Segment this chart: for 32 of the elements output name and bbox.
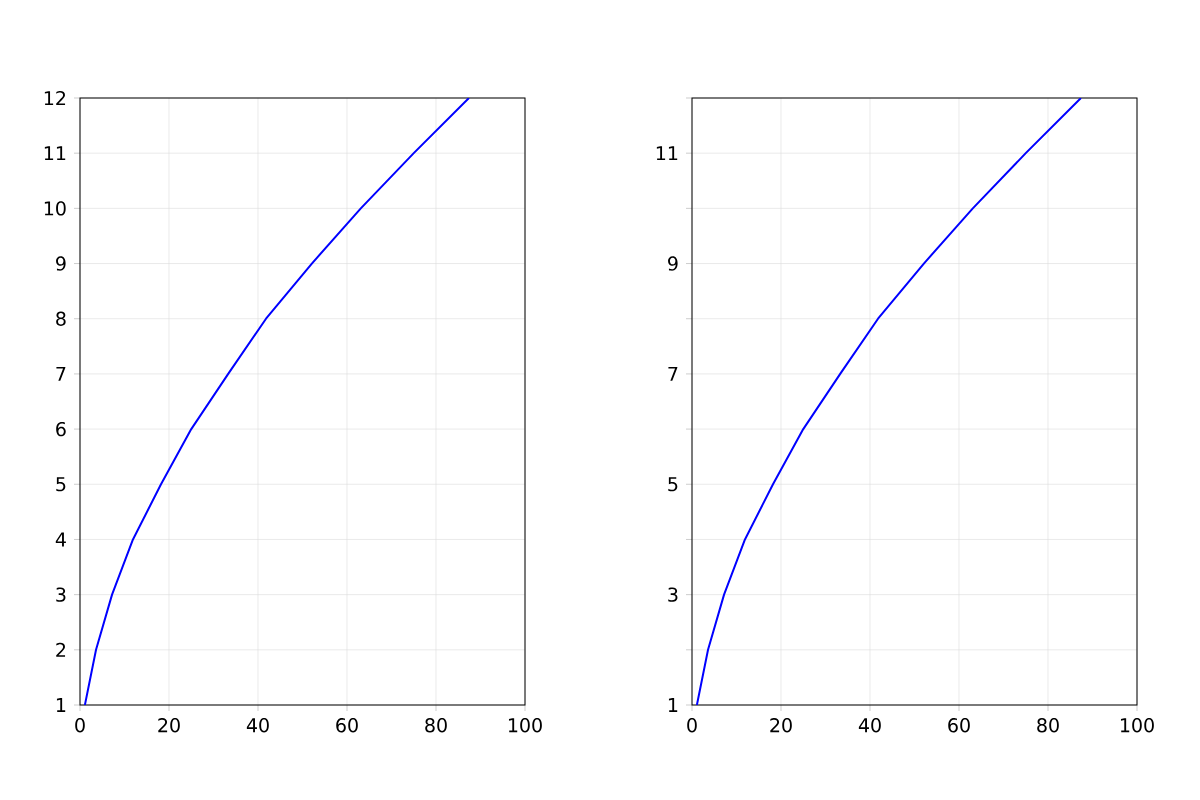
y-tick-label: 6: [56, 421, 66, 437]
x-tick-label: 100: [1120, 718, 1154, 733]
x-tick-label: 40: [246, 718, 269, 733]
x-tick-label: 80: [425, 718, 447, 733]
x-tick-label: 20: [770, 718, 792, 733]
y-tick-label: 1: [668, 698, 678, 712]
x-tick-label: 60: [948, 718, 970, 733]
y-tick-label: 7: [668, 366, 678, 381]
y-tick-label: 12: [44, 90, 66, 106]
x-tick-label: 20: [158, 718, 180, 733]
x-tick-label: 60: [336, 718, 358, 733]
y-tick-label: 8: [56, 311, 66, 326]
y-tick-label: 5: [668, 477, 678, 492]
x-tick-label: 80: [1037, 718, 1059, 733]
y-tick-label: 3: [56, 587, 66, 602]
y-tick-label: 2: [56, 642, 66, 657]
y-tick-label: 3: [668, 587, 678, 602]
x-tick-label: 100: [508, 718, 542, 733]
x-tick-label: 0: [687, 718, 697, 733]
y-tick-label: 9: [56, 256, 66, 271]
y-tick-label: 10: [44, 201, 66, 216]
x-tick-label: 40: [858, 718, 881, 733]
y-tick-label: 1: [56, 698, 66, 712]
y-tick-label: 7: [56, 366, 66, 381]
y-tick-label: 11: [44, 146, 66, 161]
y-tick-label: 9: [668, 256, 678, 271]
y-tick-label: 5: [56, 477, 66, 492]
y-tick-label: 4: [55, 532, 66, 547]
line-series: [695, 98, 1082, 705]
y-tick-label: 11: [656, 146, 678, 161]
line-series: [83, 98, 470, 705]
x-tick-label: 0: [75, 718, 85, 733]
